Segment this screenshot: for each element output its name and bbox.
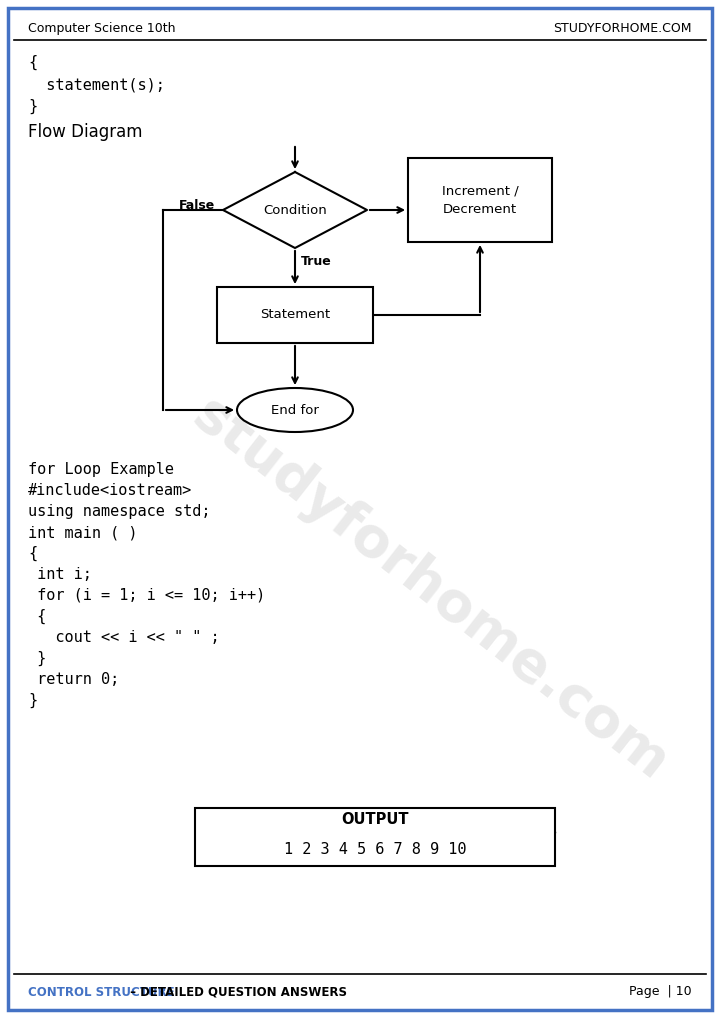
Text: STUDYFORHOME.COM: STUDYFORHOME.COM <box>554 21 692 35</box>
Text: Flow Diagram: Flow Diagram <box>28 123 143 142</box>
Text: OUTPUT: OUTPUT <box>341 812 409 828</box>
Text: int main ( ): int main ( ) <box>28 525 138 540</box>
Text: True: True <box>301 254 332 268</box>
Text: End for: End for <box>271 403 319 416</box>
Text: }: } <box>28 651 46 666</box>
Text: {: { <box>28 609 46 624</box>
Text: for (i = 1; i <= 10; i++): for (i = 1; i <= 10; i++) <box>28 588 265 603</box>
Text: for Loop Example: for Loop Example <box>28 462 174 477</box>
Text: #include<iostream>: #include<iostream> <box>28 483 192 498</box>
FancyBboxPatch shape <box>195 808 555 866</box>
Text: return 0;: return 0; <box>28 672 120 687</box>
Ellipse shape <box>237 388 353 432</box>
Text: False: False <box>179 199 215 212</box>
Text: }: } <box>28 99 37 114</box>
Text: statement(s);: statement(s); <box>28 77 165 92</box>
FancyBboxPatch shape <box>217 287 373 343</box>
FancyBboxPatch shape <box>408 158 552 242</box>
Text: Statement: Statement <box>260 308 330 322</box>
Text: {: { <box>28 546 37 561</box>
Text: int i;: int i; <box>28 567 92 582</box>
Text: {: { <box>28 55 37 70</box>
Text: Increment /: Increment / <box>441 184 518 197</box>
Text: studyforhome.com: studyforhome.com <box>182 388 678 792</box>
Text: using namespace std;: using namespace std; <box>28 504 210 519</box>
Text: Condition: Condition <box>263 204 327 217</box>
Text: Computer Science 10th: Computer Science 10th <box>28 21 176 35</box>
Text: }: } <box>28 693 37 709</box>
Text: CONTROL STRUCTURE: CONTROL STRUCTURE <box>28 985 175 999</box>
Text: Page  | 10: Page | 10 <box>629 985 692 999</box>
Text: Decrement: Decrement <box>443 203 517 216</box>
Text: 1 2 3 4 5 6 7 8 9 10: 1 2 3 4 5 6 7 8 9 10 <box>284 843 467 857</box>
Text: – DETAILED QUESTION ANSWERS: – DETAILED QUESTION ANSWERS <box>126 985 347 999</box>
Text: cout << i << " " ;: cout << i << " " ; <box>28 630 220 645</box>
